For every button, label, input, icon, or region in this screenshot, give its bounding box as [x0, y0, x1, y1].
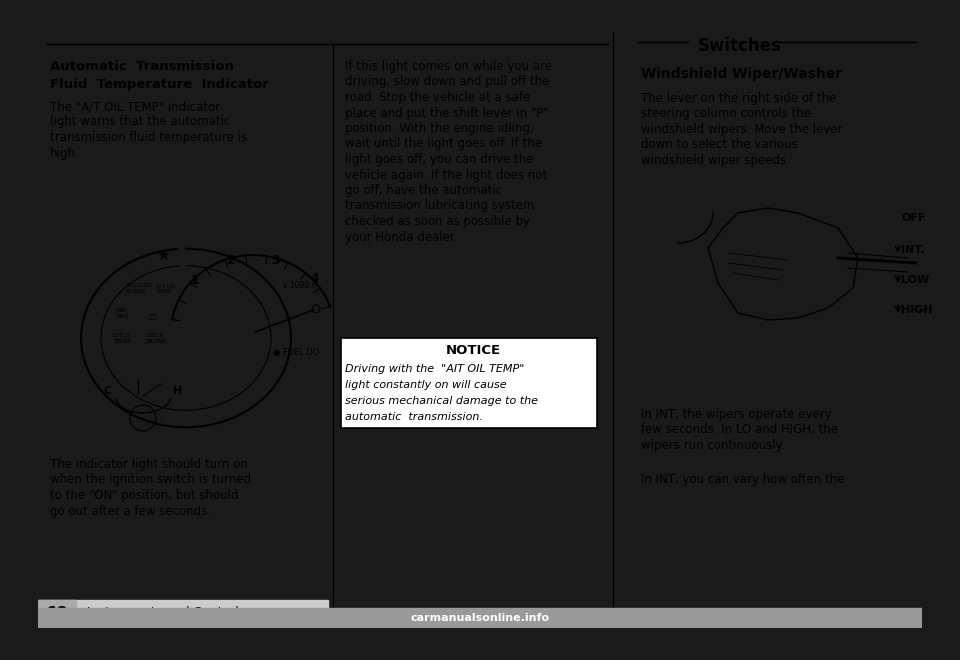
Text: windshield wipers. Move the lever: windshield wipers. Move the lever: [641, 123, 843, 136]
Text: road. Stop the vehicle at a safe: road. Stop the vehicle at a safe: [345, 91, 530, 104]
Text: 1: 1: [191, 275, 200, 288]
Bar: [38, 608, 922, 628]
Text: your Honda dealer.: your Honda dealer.: [345, 230, 458, 244]
Text: go out after a few seconds.: go out after a few seconds.: [50, 504, 211, 517]
Text: C: C: [104, 386, 112, 396]
Text: 🛢: 🛢: [115, 307, 119, 314]
Text: light warns that the automatic: light warns that the automatic: [50, 115, 230, 129]
Text: to the "ON" position, but should: to the "ON" position, but should: [50, 489, 238, 502]
Text: light constantly on will cause: light constantly on will cause: [345, 380, 507, 390]
Text: NOTICE: NOTICE: [445, 344, 500, 357]
Text: HIGH: HIGH: [901, 305, 932, 315]
Text: H: H: [174, 386, 182, 396]
Text: steering column controls the: steering column controls the: [641, 108, 811, 121]
Text: carmanualsonline.info: carmanualsonline.info: [411, 613, 549, 623]
Text: INT.: INT.: [901, 245, 924, 255]
Text: wait until the light goes off. If the: wait until the light goes off. If the: [345, 137, 542, 150]
Text: OFF: OFF: [901, 213, 925, 223]
Text: transmission fluid temperature is: transmission fluid temperature is: [50, 131, 247, 144]
Text: 68: 68: [46, 606, 68, 621]
Text: go off, have the automatic: go off, have the automatic: [345, 184, 502, 197]
Text: light goes off, you can drive the: light goes off, you can drive the: [345, 153, 534, 166]
Text: driving, slow down and pull off the: driving, slow down and pull off the: [345, 75, 549, 88]
Bar: [38, 600, 76, 628]
Text: 3: 3: [271, 255, 279, 267]
Text: 2: 2: [227, 255, 235, 267]
Text: Fluid  Temperature  Indicator: Fluid Temperature Indicator: [50, 78, 269, 91]
Text: ★: ★: [156, 248, 170, 263]
Text: position. With the engine idling,: position. With the engine idling,: [345, 122, 534, 135]
Text: AIR
BAG: AIR BAG: [118, 308, 130, 319]
Text: Driving with the  "AIT OIL TEMP": Driving with the "AIT OIL TEMP": [345, 364, 524, 374]
Text: LOW: LOW: [901, 275, 929, 285]
Text: serious mechanical damage to the: serious mechanical damage to the: [345, 396, 538, 406]
Text: The lever on the right side of the: The lever on the right side of the: [641, 92, 836, 105]
Text: windshield wiper speeds.: windshield wiper speeds.: [641, 154, 790, 167]
Text: automatic  transmission.: automatic transmission.: [345, 412, 483, 422]
Text: Windshield Wiper/Washer: Windshield Wiper/Washer: [641, 67, 842, 81]
Text: high.: high.: [50, 147, 80, 160]
Text: place and put the shift lever in "P": place and put the shift lever in "P": [345, 106, 548, 119]
Text: The "A/T OIL TEMP" indicator: The "A/T OIL TEMP" indicator: [50, 100, 220, 113]
Text: checked as soon as possible by: checked as soon as possible by: [345, 215, 530, 228]
Text: few seconds. In LO and HIGH, the: few seconds. In LO and HIGH, the: [641, 424, 838, 436]
Bar: [38, 600, 328, 628]
Text: Switches: Switches: [698, 37, 781, 55]
Text: A/T OIL
TEMP: A/T OIL TEMP: [156, 283, 176, 294]
Text: 4: 4: [311, 271, 320, 284]
Text: ● FUEL DO: ● FUEL DO: [273, 348, 320, 358]
Text: wipers run continuously.: wipers run continuously.: [641, 439, 784, 452]
Text: Automatic  Transmission: Automatic Transmission: [50, 60, 234, 73]
Text: vehicle again. If the light does not: vehicle again. If the light does not: [345, 168, 547, 182]
Text: REDUCED
POWER: REDUCED POWER: [126, 283, 153, 294]
Text: CHECK
TRANS: CHECK TRANS: [113, 333, 132, 344]
Text: In INT, you can vary how often the: In INT, you can vary how often the: [641, 473, 845, 486]
Text: when the ignition switch is turned: when the ignition switch is turned: [50, 473, 252, 486]
Text: □: □: [148, 312, 156, 321]
Text: The indicator light should turn on: The indicator light should turn on: [50, 458, 248, 471]
Text: down to select the various: down to select the various: [641, 139, 798, 152]
Text: If this light comes on while you are: If this light comes on while you are: [345, 60, 552, 73]
Text: In INT, the wipers operate every: In INT, the wipers operate every: [641, 408, 831, 421]
Text: Instruments and Controls: Instruments and Controls: [86, 606, 245, 619]
Text: x 1000 r/: x 1000 r/: [283, 280, 318, 290]
Bar: [341, 338, 597, 428]
Text: CHECK
ENGINE: CHECK ENGINE: [146, 333, 167, 344]
Text: transmission lubricating system: transmission lubricating system: [345, 199, 535, 213]
